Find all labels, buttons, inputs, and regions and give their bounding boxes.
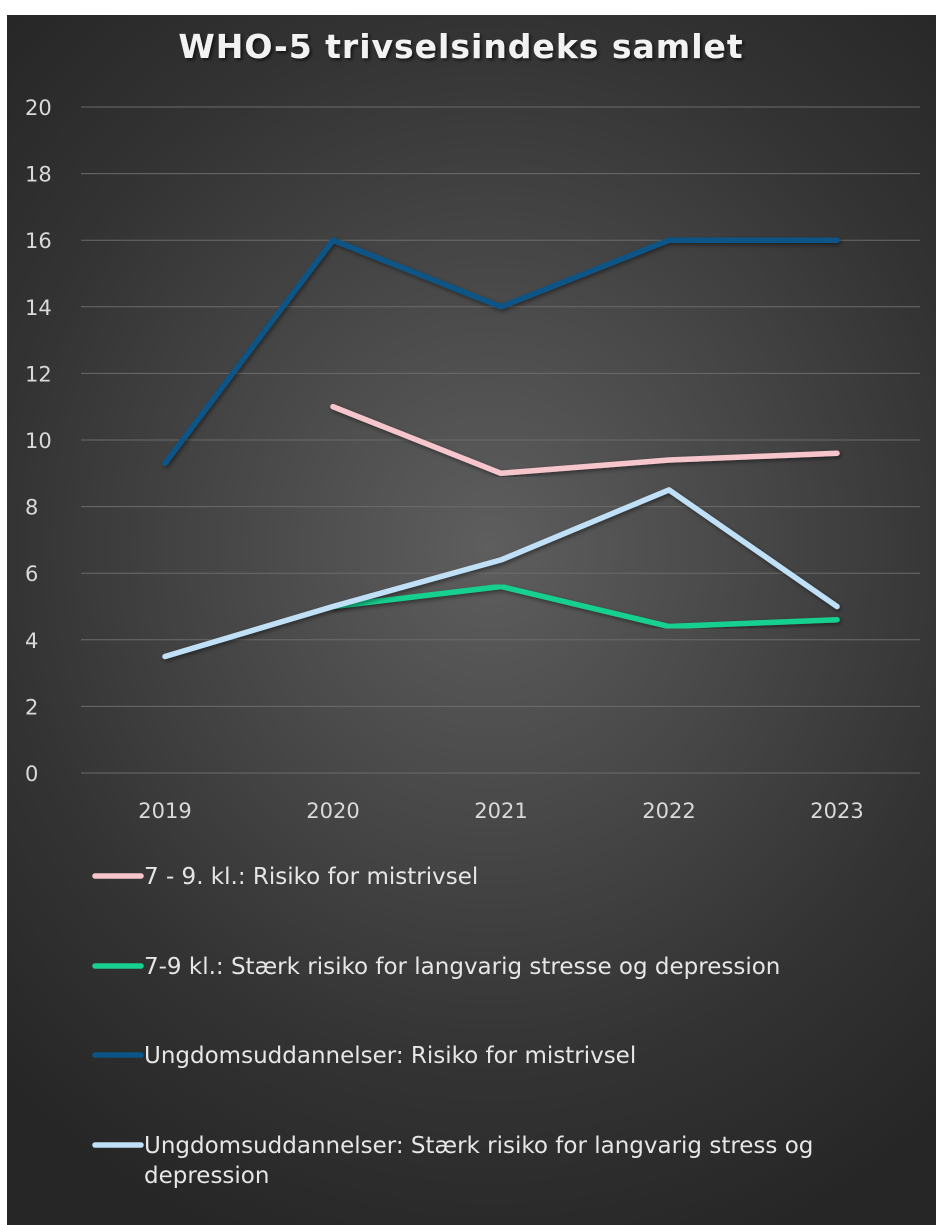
y-tick-label: 12 <box>25 362 52 386</box>
chart-container: WHO-5 trivselsindeks samlet 0 2 4 6 8 10 12 14 1… <box>7 15 936 1225</box>
legend-item: 7 - 9. kl.: Risiko for mistrivsel <box>92 864 478 890</box>
legend-label: 7-9 kl.: Stærk risiko for langvarig stre… <box>144 954 780 980</box>
x-tick-label: 2021 <box>474 799 527 823</box>
y-tick-label: 8 <box>25 496 38 520</box>
series-lines <box>162 237 840 660</box>
y-axis-tick-labels: 0 2 4 6 8 10 12 14 16 18 20 <box>25 96 52 786</box>
legend-item: Ungdomsuddannelser: Risiko for mistrivse… <box>92 1043 636 1069</box>
y-tick-label: 20 <box>25 96 52 120</box>
legend-label: Ungdomsuddannelser: Stærk risiko for lan… <box>144 1133 813 1189</box>
y-tick-label: 18 <box>25 163 52 187</box>
legend-item: Ungdomsuddannelser: Stærk risiko for lan… <box>92 1133 813 1189</box>
series-line <box>162 237 840 467</box>
legend-label: Ungdomsuddannelser: Risiko for mistrivse… <box>144 1043 636 1069</box>
series-line <box>162 487 840 660</box>
y-tick-label: 6 <box>25 562 38 586</box>
chart-title: WHO-5 trivselsindeks samlet <box>178 27 743 66</box>
y-tick-label: 4 <box>25 629 38 653</box>
series-line <box>330 403 840 477</box>
legend-label: 7 - 9. kl.: Risiko for mistrivsel <box>144 864 478 890</box>
x-tick-label: 2020 <box>306 799 359 823</box>
y-tick-label: 14 <box>25 296 52 320</box>
legend-item: 7-9 kl.: Stærk risiko for langvarig stre… <box>92 954 780 980</box>
y-tick-label: 2 <box>25 695 38 719</box>
gridlines <box>81 106 920 774</box>
y-tick-label: 10 <box>25 429 52 453</box>
x-tick-label: 2022 <box>642 799 695 823</box>
y-tick-label: 16 <box>25 229 52 253</box>
chart-svg: WHO-5 trivselsindeks samlet 0 2 4 6 8 10 12 14 1… <box>25 27 920 1189</box>
x-tick-label: 2019 <box>138 799 191 823</box>
y-tick-label: 0 <box>25 762 38 786</box>
series-line <box>330 583 840 630</box>
x-axis-tick-labels: 2019 2020 2021 2022 2023 <box>138 799 863 823</box>
x-tick-label: 2023 <box>810 799 863 823</box>
legend: 7 - 9. kl.: Risiko for mistrivsel 7-9 kl.… <box>92 864 813 1189</box>
